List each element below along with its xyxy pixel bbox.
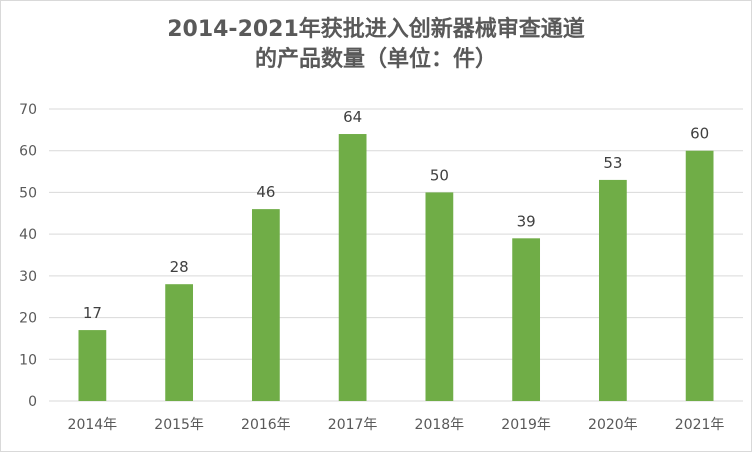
x-tick-label: 2019年	[501, 417, 551, 433]
chart-title-line1: 2014-2021年获批进入创新器械审查通道	[167, 17, 585, 42]
bar	[165, 284, 194, 401]
x-tick-label: 2016年	[241, 417, 291, 433]
data-label: 17	[83, 304, 102, 322]
data-label: 60	[690, 125, 709, 143]
x-tick-label: 2020年	[588, 417, 638, 433]
gridlines	[49, 108, 743, 402]
y-tick-label: 50	[19, 185, 37, 201]
y-tick-label: 70	[19, 102, 37, 118]
chart-title: 2014-2021年获批进入创新器械审查通道 的产品数量（单位：件）	[1, 15, 751, 75]
bar	[425, 192, 454, 401]
x-tick-label: 2021年	[675, 417, 725, 433]
y-tick-label: 60	[19, 144, 37, 160]
data-label: 50	[430, 166, 449, 184]
bar	[512, 238, 541, 401]
data-label: 28	[170, 258, 189, 276]
bars	[78, 134, 714, 401]
data-label: 39	[517, 212, 536, 230]
x-tick-label: 2015年	[154, 417, 204, 433]
y-axis: 0 10 20 30 40 50 60 70	[19, 102, 37, 410]
bar	[685, 150, 714, 401]
data-label: 64	[343, 108, 362, 126]
x-tick-label: 2018年	[415, 417, 465, 433]
y-tick-label: 0	[28, 394, 37, 410]
y-tick-label: 20	[19, 311, 37, 327]
data-labels: 17 28 46 64 50 39 53 60	[83, 108, 709, 322]
bar	[251, 209, 280, 401]
chart-title-line2: 的产品数量（单位：件）	[254, 47, 497, 72]
y-tick-label: 10	[19, 352, 37, 368]
bar	[78, 330, 107, 401]
data-label: 53	[603, 154, 622, 172]
x-tick-label: 2014年	[68, 417, 118, 433]
x-axis: 2014年 2015年 2016年 2017年 2018年 2019年 2020年 2021年	[68, 417, 725, 433]
bar	[338, 134, 367, 401]
y-tick-label: 30	[19, 269, 37, 285]
data-label: 46	[256, 183, 275, 201]
y-tick-label: 40	[19, 227, 37, 243]
x-tick-label: 2017年	[328, 417, 378, 433]
bar	[598, 179, 627, 401]
